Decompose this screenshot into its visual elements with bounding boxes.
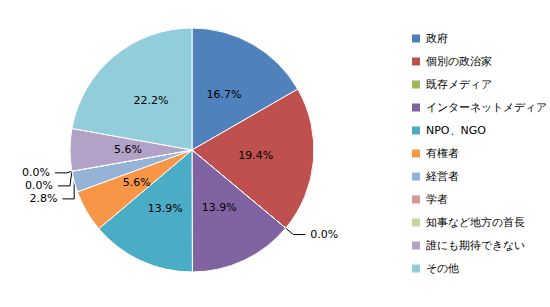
svg-text:5.6%: 5.6% xyxy=(123,176,151,189)
svg-text:インターネットメディア: インターネットメディア xyxy=(426,101,547,114)
svg-text:その他: その他 xyxy=(426,262,459,275)
svg-text:NPO、NGO: NPO、NGO xyxy=(426,124,486,137)
svg-text:有権者: 有権者 xyxy=(426,147,459,160)
svg-text:13.9%: 13.9% xyxy=(148,202,183,215)
svg-text:2.8%: 2.8% xyxy=(29,192,57,205)
svg-text:誰にも期待できない: 誰にも期待できない xyxy=(426,239,525,252)
svg-text:13.9%: 13.9% xyxy=(202,201,237,214)
svg-text:知事など地方の首長: 知事など地方の首長 xyxy=(426,216,525,229)
svg-text:政府: 政府 xyxy=(426,32,448,45)
svg-text:5.6%: 5.6% xyxy=(114,143,142,156)
svg-text:0.0%: 0.0% xyxy=(22,166,50,179)
svg-text:学者: 学者 xyxy=(426,193,448,206)
svg-text:既存メディア: 既存メディア xyxy=(426,78,492,91)
svg-text:16.7%: 16.7% xyxy=(207,88,242,101)
svg-text:22.2%: 22.2% xyxy=(133,94,168,107)
svg-text:経営者: 経営者 xyxy=(425,170,459,183)
svg-text:19.4%: 19.4% xyxy=(238,149,273,162)
svg-text:0.0%: 0.0% xyxy=(310,228,338,241)
svg-text:個別の政治家: 個別の政治家 xyxy=(426,55,492,68)
svg-text:0.0%: 0.0% xyxy=(25,179,53,192)
